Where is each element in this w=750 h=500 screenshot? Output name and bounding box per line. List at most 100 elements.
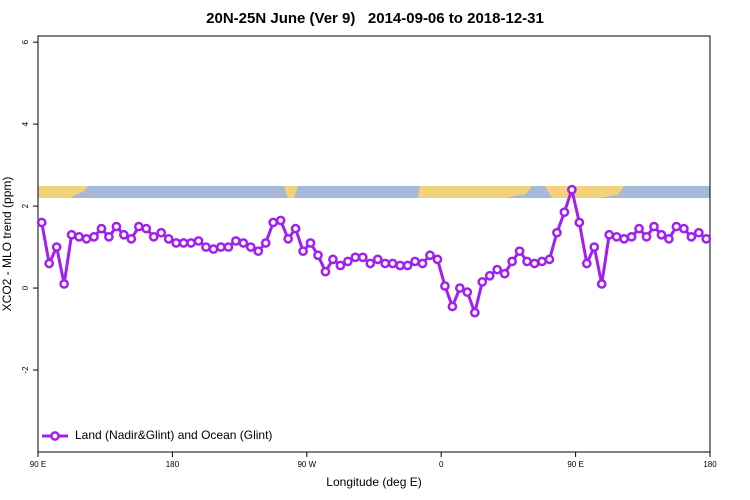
data-point — [148, 231, 159, 242]
data-point — [477, 277, 488, 287]
data-point — [223, 242, 234, 252]
data-point — [36, 217, 47, 228]
data-point — [440, 281, 450, 291]
data-point — [656, 229, 667, 240]
data-point — [544, 254, 555, 265]
data-point — [410, 256, 420, 267]
data-point — [701, 234, 712, 244]
data-point — [133, 221, 144, 232]
data-point — [245, 242, 256, 252]
data-point — [522, 256, 532, 267]
x-axis-label: Longitude (deg E) — [326, 475, 421, 489]
data-point — [402, 260, 413, 271]
data-point — [343, 256, 353, 267]
legend-marker — [50, 431, 60, 441]
series-line — [40, 184, 708, 318]
data-point — [380, 258, 391, 269]
data-point — [283, 234, 293, 244]
data-point — [201, 242, 211, 252]
data-point — [178, 238, 189, 248]
x-tick-label: 180 — [703, 460, 717, 469]
data-point — [268, 217, 279, 228]
data-point — [492, 264, 503, 275]
data-point — [74, 231, 84, 242]
data-point — [171, 238, 181, 248]
x-tick-label: 90 E — [567, 460, 583, 469]
data-point — [514, 246, 525, 257]
data-point — [156, 227, 167, 238]
data-point — [163, 234, 174, 244]
data-point — [432, 254, 443, 265]
plot-frame — [37, 35, 711, 453]
map-strip — [38, 186, 710, 198]
data-point — [417, 258, 428, 269]
data-point — [208, 244, 219, 254]
data-point — [104, 231, 114, 242]
data-point — [619, 234, 629, 244]
data-point — [186, 238, 196, 248]
data-point — [425, 250, 435, 261]
data-point — [328, 254, 338, 265]
data-point — [193, 236, 204, 246]
data-point — [44, 258, 55, 269]
data-point — [216, 242, 226, 252]
data-point — [641, 231, 652, 242]
data-point — [686, 231, 697, 242]
data-point — [581, 258, 592, 269]
data-point — [507, 256, 517, 267]
legend: Land (Nadir&Glint) and Ocean (Glint) — [42, 428, 272, 442]
data-point — [574, 217, 585, 228]
data-point — [238, 238, 249, 248]
x-tick-label: 180 — [166, 460, 180, 469]
x-tick-label: 90 E — [30, 460, 46, 469]
data-point — [693, 227, 704, 238]
data-point — [260, 238, 271, 248]
data-point — [462, 287, 473, 298]
data-point — [484, 270, 495, 281]
data-point — [649, 221, 659, 232]
data-point — [66, 229, 77, 240]
data-point — [231, 236, 241, 246]
data-point — [567, 184, 577, 195]
data-point — [81, 234, 92, 244]
data-point — [671, 221, 682, 232]
data-point — [357, 252, 368, 263]
data-point — [290, 223, 301, 234]
data-point — [664, 234, 674, 244]
data-point — [604, 229, 615, 240]
x-tick-label: 0 — [439, 460, 444, 469]
data-point — [59, 279, 69, 289]
data-point — [626, 231, 637, 242]
data-point — [89, 231, 99, 242]
y-axis-label: XCO2 - MLO trend (ppm) — [0, 177, 14, 312]
y-tick-label: 0 — [21, 285, 30, 290]
data-point — [111, 221, 122, 232]
data-point — [679, 223, 689, 234]
data-point — [589, 242, 600, 252]
data-point — [455, 283, 465, 293]
data-point — [469, 307, 480, 318]
data-point — [96, 223, 107, 234]
data-point — [634, 223, 644, 234]
data-point — [313, 250, 323, 261]
chart-title: 20N-25N June (Ver 9) 2014-09-06 to 2018-… — [206, 10, 544, 27]
data-point — [552, 227, 562, 238]
legend-label: Land (Nadir&Glint) and Ocean (Glint) — [75, 428, 272, 442]
y-tick-label: 4 — [21, 121, 30, 126]
data-point — [372, 254, 383, 265]
x-tick-label: 90 W — [297, 460, 316, 469]
data-point — [305, 238, 316, 248]
data-point — [320, 266, 331, 277]
data-point — [126, 234, 137, 244]
data-point — [141, 223, 152, 234]
data-point — [387, 258, 398, 269]
data-point — [529, 258, 540, 269]
data-point — [51, 242, 62, 252]
data-point — [596, 279, 607, 289]
data-point — [298, 246, 308, 257]
y-tick-label: 6 — [21, 39, 30, 44]
data-point — [350, 252, 361, 263]
data-point — [119, 229, 129, 240]
data-point — [499, 268, 510, 279]
